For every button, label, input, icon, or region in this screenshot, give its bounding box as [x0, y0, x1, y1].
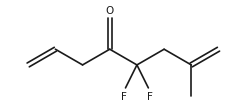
Text: F: F	[146, 91, 152, 101]
Text: F: F	[121, 91, 127, 101]
Text: O: O	[105, 6, 114, 16]
